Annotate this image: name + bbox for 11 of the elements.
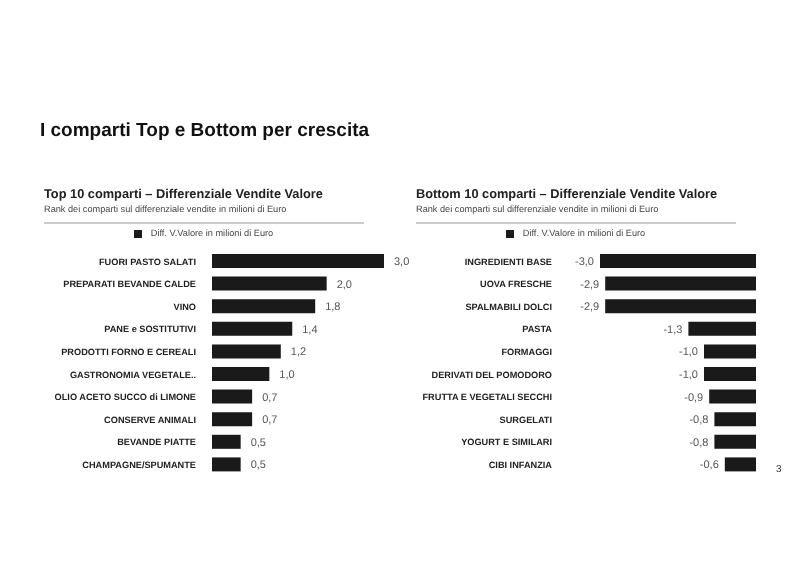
bar [212,299,316,314]
bar [212,367,270,381]
bar [212,412,253,427]
bar [212,276,327,291]
text: I comparti Top e Bottom per crescita [40,120,370,142]
bar [212,321,293,336]
bar [212,344,281,359]
bar [212,457,241,472]
bar [212,434,241,449]
bar [212,389,253,404]
bar [212,254,384,268]
